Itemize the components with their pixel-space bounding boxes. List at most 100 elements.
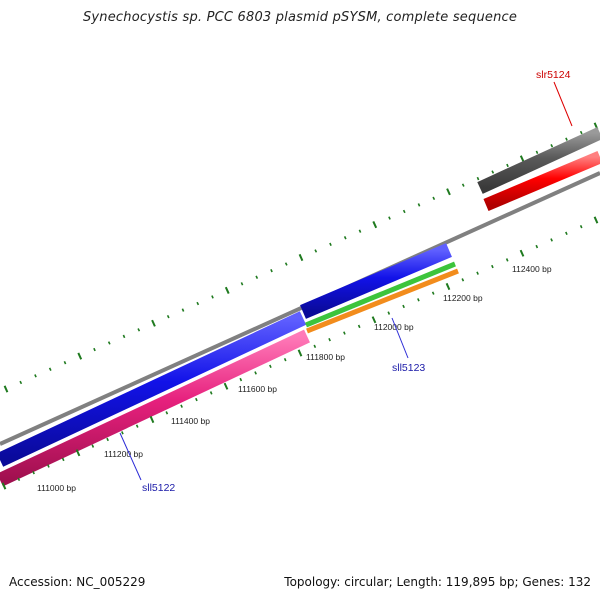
minor-tick <box>550 238 553 242</box>
minor-tick <box>328 337 331 342</box>
major-tick <box>151 319 156 327</box>
major-tick <box>445 282 451 291</box>
ruler-labels: 111000 bp 111200 bp 111400 bp 111600 bp … <box>37 264 552 493</box>
minor-tick <box>565 137 568 141</box>
gene-label-slr5124: slr5124 <box>536 69 571 81</box>
ruler-label: 111000 bp <box>37 483 76 493</box>
minor-tick <box>432 196 436 201</box>
minor-tick <box>284 262 288 266</box>
major-tick <box>223 382 229 390</box>
leader-line-sll5123 <box>391 317 409 359</box>
minor-tick <box>387 311 391 315</box>
minor-tick <box>357 324 361 329</box>
minor-tick <box>181 308 185 312</box>
minor-tick <box>93 347 96 352</box>
minor-tick <box>254 371 257 375</box>
minor-tick <box>505 258 509 262</box>
leader-line-sll5122 <box>119 432 142 481</box>
minor-tick <box>91 444 95 448</box>
ruler-label: 111400 bp <box>171 416 210 426</box>
minor-tick <box>402 304 405 309</box>
minor-tick <box>270 268 273 273</box>
minor-tick <box>209 391 213 395</box>
backbone-line <box>0 171 600 446</box>
map-title: Synechocystis sp. PCC 6803 plasmid pSYSM… <box>82 10 518 25</box>
minor-tick <box>402 209 406 214</box>
major-tick <box>446 188 451 196</box>
minor-tick <box>491 170 495 174</box>
minor-tick <box>122 334 126 339</box>
minor-tick <box>211 295 214 299</box>
minor-tick <box>343 331 346 335</box>
minor-tick <box>579 224 583 229</box>
minor-tick <box>579 130 583 135</box>
minor-tick <box>135 424 139 428</box>
minor-tick <box>196 301 200 306</box>
minor-tick <box>32 470 35 475</box>
minor-tick <box>195 397 198 402</box>
minor-tick <box>137 328 141 332</box>
minor-tick <box>283 357 287 362</box>
ruler-label: 111600 bp <box>238 384 277 394</box>
major-tick <box>297 349 303 357</box>
minor-tick <box>491 264 494 269</box>
minor-tick <box>343 236 347 240</box>
gene-band-slr5124 <box>483 151 600 211</box>
minor-tick <box>535 244 539 249</box>
major-tick <box>75 449 81 457</box>
minor-tick <box>417 298 420 302</box>
minor-tick <box>106 437 109 442</box>
leader-line-slr5124 <box>553 81 573 127</box>
topology-summary: Topology: circular; Length: 119,895 bp; … <box>284 575 591 589</box>
major-tick <box>519 249 525 257</box>
minor-tick <box>358 229 362 233</box>
ruler-label: 112400 bp <box>512 264 552 274</box>
minor-tick <box>461 278 465 282</box>
ruler-label: 112200 bp <box>443 293 483 303</box>
major-tick <box>3 385 9 393</box>
minor-tick <box>61 457 65 462</box>
accession-label: Accession: NC_005229 <box>9 575 146 589</box>
gene-label-sll5122: sll5122 <box>142 482 175 494</box>
ruler-label: 111200 bp <box>104 449 143 459</box>
minor-tick <box>121 431 124 435</box>
minor-tick <box>476 271 479 275</box>
major-tick <box>1 482 7 490</box>
minor-tick <box>34 374 37 378</box>
minor-tick <box>17 477 21 482</box>
major-tick <box>298 253 304 262</box>
minor-tick <box>269 364 272 369</box>
gene-band-sll5123 <box>306 268 459 334</box>
minor-tick <box>166 314 170 319</box>
minor-tick <box>388 216 391 220</box>
minor-tick <box>476 176 480 181</box>
minor-tick <box>431 291 435 295</box>
minor-tick <box>550 144 554 148</box>
minor-tick <box>506 163 509 168</box>
minor-tick <box>314 249 318 253</box>
minor-tick <box>239 377 243 382</box>
minor-tick <box>165 411 169 415</box>
major-tick <box>77 352 83 360</box>
minor-tick <box>461 183 465 187</box>
inner-tick-ring <box>1 216 599 490</box>
feature-band-blue <box>0 311 307 467</box>
ruler-label: 111800 bp <box>306 352 345 362</box>
minor-tick <box>535 150 539 155</box>
major-tick <box>224 286 230 295</box>
feature-band-blue-2 <box>300 243 452 319</box>
ruler-label: 112000 bp <box>374 322 414 332</box>
minor-tick <box>180 404 183 408</box>
feature-band-green <box>305 261 456 328</box>
minor-tick <box>565 231 568 236</box>
minor-tick <box>329 242 332 247</box>
major-tick <box>519 155 525 163</box>
outer-tick-ring <box>3 122 599 393</box>
minor-tick <box>47 464 50 468</box>
minor-tick <box>313 344 317 349</box>
minor-tick <box>240 282 244 286</box>
major-tick <box>593 216 599 224</box>
minor-tick <box>255 275 259 279</box>
gene-label-sll5123: sll5123 <box>392 362 425 374</box>
